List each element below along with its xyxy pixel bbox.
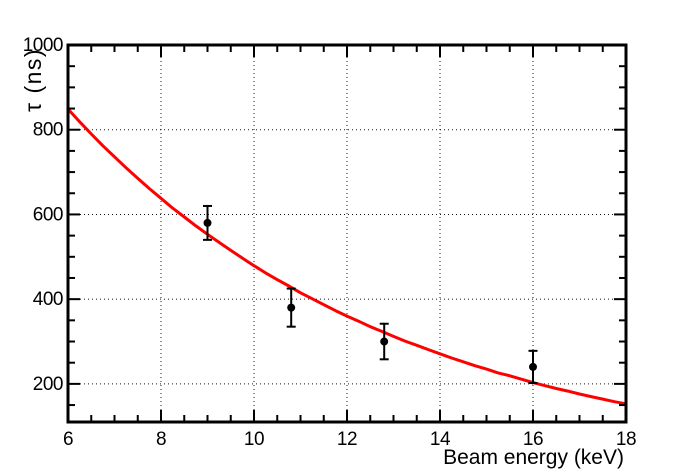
- data-point: [286, 287, 296, 328]
- y-tick-label: 400: [33, 289, 63, 310]
- y-axis-title: τ (ns): [20, 48, 46, 112]
- data-point-marker: [203, 218, 212, 227]
- data-points-layer: [203, 204, 538, 385]
- axis-titles: Beam energy (keV) τ (ns): [20, 48, 624, 469]
- data-point-marker: [380, 337, 389, 346]
- x-tick-label: 10: [244, 429, 264, 450]
- data-point: [528, 349, 538, 385]
- x-tick-label: 8: [156, 429, 166, 450]
- axis-ticks: [67, 44, 627, 422]
- y-tick-label: 800: [33, 120, 63, 141]
- x-tick-label: 14: [430, 429, 451, 450]
- x-tick-label: 16: [523, 429, 543, 450]
- data-point-marker: [529, 362, 537, 371]
- data-point-marker: [287, 303, 296, 312]
- x-tick-label: 6: [63, 429, 73, 450]
- y-tick-label: 200: [33, 374, 63, 395]
- x-tick-label: 12: [337, 429, 357, 450]
- x-tick-label: 18: [616, 429, 636, 450]
- data-point: [203, 204, 212, 241]
- x-axis-title: Beam energy (keV): [443, 446, 624, 469]
- data-point: [379, 322, 389, 361]
- gridlines: [68, 45, 626, 422]
- y-tick-label: 600: [33, 204, 63, 225]
- axis-tick-labels: 6 8 10 12 14 16 18 200 400 600 800 1000: [23, 35, 637, 450]
- y-tick-label: 1000: [23, 35, 63, 56]
